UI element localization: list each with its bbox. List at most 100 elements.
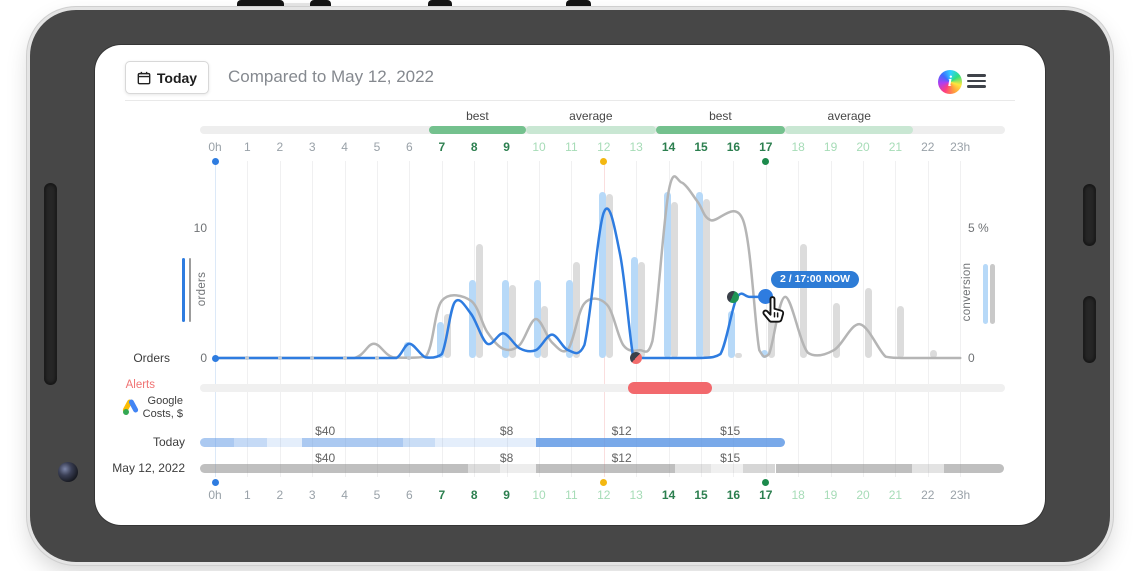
today-conversion-bar[interactable]: [404, 342, 412, 358]
orders-legend-compare-line: [188, 258, 191, 322]
compare-conversion-bar[interactable]: [476, 243, 484, 358]
best-band-label: best: [709, 109, 732, 123]
orders-lines: [213, 175, 962, 360]
top-button-2[interactable]: [566, 0, 591, 12]
compare-conversion-bar[interactable]: [767, 308, 775, 358]
compare-conversion-bar[interactable]: [800, 243, 808, 358]
cost-value-label-compare: $8: [499, 451, 514, 465]
baseline-dot: [277, 356, 282, 360]
cost-segment: [943, 464, 1004, 473]
hour-label-2: 2: [276, 488, 284, 502]
cost-segment: [500, 464, 536, 473]
phone-frame: Today Compared to May 12, 2022 i best ave…: [30, 10, 1110, 562]
hour-label-9: 9: [503, 488, 510, 502]
hand-cursor-icon: [758, 296, 788, 334]
cost-segment: [675, 464, 711, 473]
today-conversion-bar[interactable]: [566, 280, 574, 358]
checkpoint-dot[interactable]: [727, 290, 740, 303]
date-picker-button[interactable]: Today: [125, 61, 209, 94]
compare-conversion-bar[interactable]: [670, 202, 678, 358]
compared-to-text: Compared to May 12, 2022: [228, 67, 435, 86]
gridline: [441, 161, 443, 477]
compare-conversion-bar[interactable]: [508, 285, 516, 358]
left-axis-tick-0: 0: [200, 351, 207, 365]
alerts-track: [200, 384, 1005, 392]
now-point-handle[interactable]: [758, 289, 774, 305]
hour-label-20: 20: [856, 140, 870, 154]
hour-label-6: 6: [406, 488, 413, 502]
cost-value-label-today: $40: [315, 424, 336, 438]
app-screen: Today Compared to May 12, 2022 i best ave…: [95, 45, 1045, 525]
hour-label-11: 11: [565, 140, 578, 154]
today-conversion-bar[interactable]: [728, 311, 736, 358]
right-axis-tick-0: 0: [968, 351, 975, 365]
compare-conversion-bar[interactable]: [735, 352, 743, 358]
today-conversion-bar[interactable]: [760, 350, 768, 358]
gridline: [798, 161, 800, 477]
compare-conversion-bar[interactable]: [573, 261, 581, 358]
best-band: [428, 126, 527, 134]
hour-label-3: 3: [308, 488, 316, 502]
hour-label-2: 2: [276, 140, 284, 154]
hour-label-15: 15: [694, 140, 708, 154]
hour-label-3: 3: [308, 140, 316, 154]
hour-label-4: 4: [341, 140, 348, 154]
today-conversion-bar[interactable]: [501, 280, 509, 358]
alert-point-dot[interactable]: [630, 352, 643, 364]
left-speaker-grille: [44, 183, 57, 385]
current-hour-marker: [762, 478, 770, 486]
hour-label-17: 17: [759, 140, 773, 154]
today-row-label: Today: [152, 435, 185, 449]
compare-conversion-bar[interactable]: [865, 287, 872, 358]
right-speaker-grille-bottom: [1083, 296, 1096, 363]
alerts-row-label: Alerts: [125, 379, 155, 391]
hour-label-18: 18: [791, 140, 805, 154]
hour-label-1: 1: [244, 140, 251, 154]
hour-label-16: 16: [726, 140, 741, 154]
gridline: [863, 161, 864, 477]
hour-label-23h: 23h: [950, 488, 971, 502]
info-icon[interactable]: i: [938, 70, 962, 94]
compare-conversion-bar[interactable]: [605, 194, 613, 358]
hamburger-menu-icon[interactable]: [967, 74, 986, 88]
hour-label-19: 19: [823, 488, 838, 502]
today-conversion-bar[interactable]: [696, 191, 703, 358]
today-line-start-dot: [211, 354, 219, 362]
day-start-marker: [211, 478, 219, 486]
cost-segment: [266, 438, 303, 447]
average-band: [526, 126, 656, 134]
cost-value-label-today: $15: [720, 424, 741, 438]
gridline: [895, 161, 897, 477]
compare-conversion-bar[interactable]: [832, 303, 840, 358]
google-costs-label: Google Costs, $: [142, 395, 183, 420]
baseline-dot: [375, 356, 379, 360]
gridline: [409, 161, 411, 477]
cost-segment: [710, 464, 744, 473]
cost-segment: [402, 438, 436, 447]
cost-value-label-compare: $40: [315, 451, 336, 465]
midday-marker: [600, 478, 608, 486]
alert-segment[interactable]: [628, 382, 713, 394]
hour-label-14: 14: [661, 488, 676, 502]
hour-label-19: 19: [823, 140, 838, 154]
today-conversion-bar[interactable]: [598, 191, 606, 358]
today-conversion-bar[interactable]: [631, 256, 639, 358]
compare-cost-bar[interactable]: [200, 464, 1004, 473]
top-button-1[interactable]: [428, 0, 452, 12]
today-conversion-bar[interactable]: [663, 191, 671, 358]
hour-label-5: 5: [373, 488, 381, 502]
today-conversion-bar[interactable]: [436, 321, 444, 358]
compare-conversion-bar[interactable]: [638, 261, 646, 358]
compare-conversion-bar[interactable]: [929, 350, 937, 358]
hour-label-13: 13: [629, 140, 643, 154]
compare-conversion-bar[interactable]: [703, 199, 710, 358]
today-cost-bar[interactable]: [200, 438, 786, 447]
power-button[interactable]: [237, 0, 284, 12]
hour-label-0h: 0h: [208, 488, 222, 502]
compare-conversion-bar[interactable]: [897, 306, 905, 358]
day-start-marker: [211, 157, 219, 165]
cost-segment: [200, 438, 235, 447]
cost-segment: [200, 464, 468, 473]
volume-button[interactable]: [310, 0, 331, 12]
